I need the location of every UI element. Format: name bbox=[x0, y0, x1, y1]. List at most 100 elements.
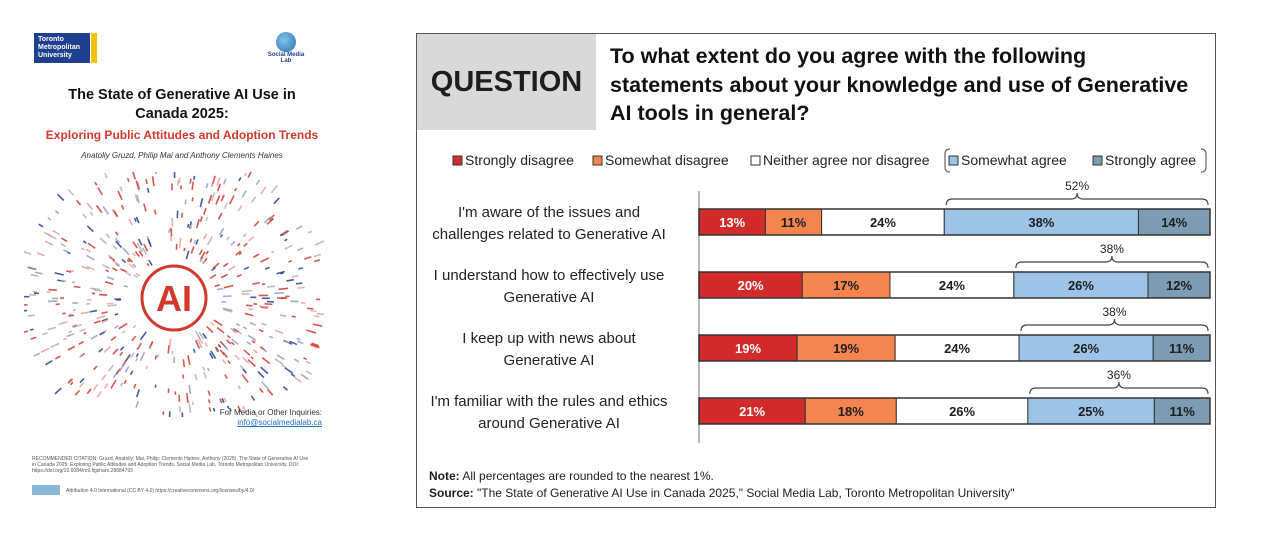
burst-dash bbox=[178, 237, 182, 248]
burst-dash bbox=[245, 304, 253, 307]
bar-label: 11% bbox=[781, 215, 807, 230]
bar-segment bbox=[1018, 334, 1154, 362]
burst-dash bbox=[129, 352, 135, 359]
burst-dash bbox=[314, 240, 324, 246]
burst-dash bbox=[243, 349, 251, 356]
burst-dash bbox=[252, 253, 260, 259]
burst-dash bbox=[105, 233, 111, 239]
burst-dash bbox=[290, 373, 296, 378]
burst-dash bbox=[293, 376, 302, 383]
burst-dash bbox=[54, 387, 62, 395]
burst-dash bbox=[282, 385, 288, 391]
burst-dash bbox=[199, 198, 204, 208]
burst-dash bbox=[93, 365, 98, 371]
burst-dash bbox=[121, 258, 127, 264]
burst-dash bbox=[213, 319, 223, 327]
bar-label: 11% bbox=[1169, 341, 1195, 356]
burst-dash bbox=[207, 194, 213, 204]
burst-dash bbox=[261, 357, 271, 365]
burst-dash bbox=[241, 374, 249, 383]
burst-dash bbox=[210, 350, 217, 360]
bar-label: 38% bbox=[1028, 215, 1054, 230]
burst-dash bbox=[34, 271, 43, 275]
burst-dash bbox=[126, 258, 131, 263]
burst-dash bbox=[202, 259, 206, 264]
tmu-logo-line: University bbox=[38, 52, 72, 59]
burst-dash bbox=[102, 205, 110, 215]
category-label: I understand how to effectively use bbox=[434, 267, 665, 284]
burst-dash bbox=[67, 378, 73, 383]
burst-dash bbox=[74, 389, 81, 396]
bar-segment bbox=[801, 271, 891, 299]
burst-dash bbox=[108, 254, 114, 260]
burst-dash bbox=[72, 324, 78, 328]
burst-dash bbox=[191, 181, 195, 190]
burst-dash bbox=[258, 387, 264, 393]
burst-dash bbox=[280, 272, 284, 275]
burst-dash bbox=[42, 332, 48, 336]
burst-dash bbox=[276, 270, 286, 275]
burst-dash bbox=[33, 352, 41, 357]
burst-dash bbox=[69, 269, 74, 273]
burst-dash bbox=[235, 323, 240, 327]
burst-dash bbox=[215, 195, 221, 205]
burst-dash bbox=[209, 273, 217, 280]
burst-dash bbox=[208, 352, 214, 360]
burst-dash bbox=[119, 186, 123, 192]
burst-dash bbox=[284, 367, 294, 374]
burst-dash bbox=[203, 207, 207, 216]
burst-dash bbox=[265, 266, 270, 270]
source-label: Source: bbox=[429, 486, 474, 500]
burst-dash bbox=[139, 331, 147, 341]
burst-dash bbox=[238, 331, 243, 335]
license-text: Attribution 4.0 International (CC BY 4.0… bbox=[66, 488, 255, 494]
burst-dash bbox=[250, 395, 256, 401]
burst-dash bbox=[89, 309, 98, 313]
burst-dash bbox=[87, 242, 96, 250]
burst-dash bbox=[66, 269, 72, 273]
burst-dash bbox=[297, 286, 305, 289]
legend-item: Somewhat agree bbox=[948, 152, 1067, 168]
burst-dash bbox=[234, 354, 241, 361]
burst-dash bbox=[247, 172, 253, 179]
burst-dash bbox=[248, 308, 254, 311]
burst-dash bbox=[195, 218, 200, 229]
burst-dash bbox=[30, 267, 36, 271]
burst-dash bbox=[242, 233, 247, 238]
burst-dash bbox=[147, 238, 152, 248]
burst-dash bbox=[134, 251, 140, 257]
burst-dash bbox=[214, 284, 220, 288]
burst-dash bbox=[241, 190, 247, 198]
burst-dash bbox=[133, 383, 137, 389]
sml-logo-text: Social Media Lab bbox=[267, 52, 305, 64]
burst-dash bbox=[303, 357, 308, 361]
bar-label: 19% bbox=[833, 341, 859, 356]
burst-dash bbox=[142, 247, 148, 255]
burst-dash bbox=[30, 336, 37, 340]
burst-dash bbox=[296, 337, 301, 341]
burst-dash bbox=[263, 216, 272, 224]
burst-dash bbox=[236, 274, 242, 278]
burst-dash bbox=[267, 388, 274, 396]
burst-dash bbox=[79, 354, 84, 359]
burst-dash bbox=[194, 339, 201, 349]
burst-dash bbox=[29, 328, 34, 331]
media-email-link[interactable]: info@socialmedialab.ca bbox=[237, 418, 322, 427]
burst-dash bbox=[273, 197, 280, 205]
burst-dash bbox=[261, 322, 267, 326]
burst-dash bbox=[204, 233, 208, 239]
burst-dash bbox=[189, 178, 192, 184]
burst-dash bbox=[86, 265, 96, 271]
burst-dash bbox=[135, 216, 140, 224]
burst-dash bbox=[54, 272, 64, 276]
agree-total-label: 52% bbox=[1065, 179, 1089, 193]
burst-dash bbox=[252, 281, 260, 285]
burst-dash bbox=[124, 271, 132, 277]
bar-label: 24% bbox=[944, 341, 970, 356]
burst-dash bbox=[135, 272, 141, 277]
burst-dash bbox=[270, 250, 275, 254]
tmu-logo-line: Metropolitan bbox=[38, 44, 80, 51]
burst-dash bbox=[222, 262, 229, 268]
legend-item: Strongly agree bbox=[1092, 152, 1196, 168]
burst-dash bbox=[103, 345, 112, 353]
